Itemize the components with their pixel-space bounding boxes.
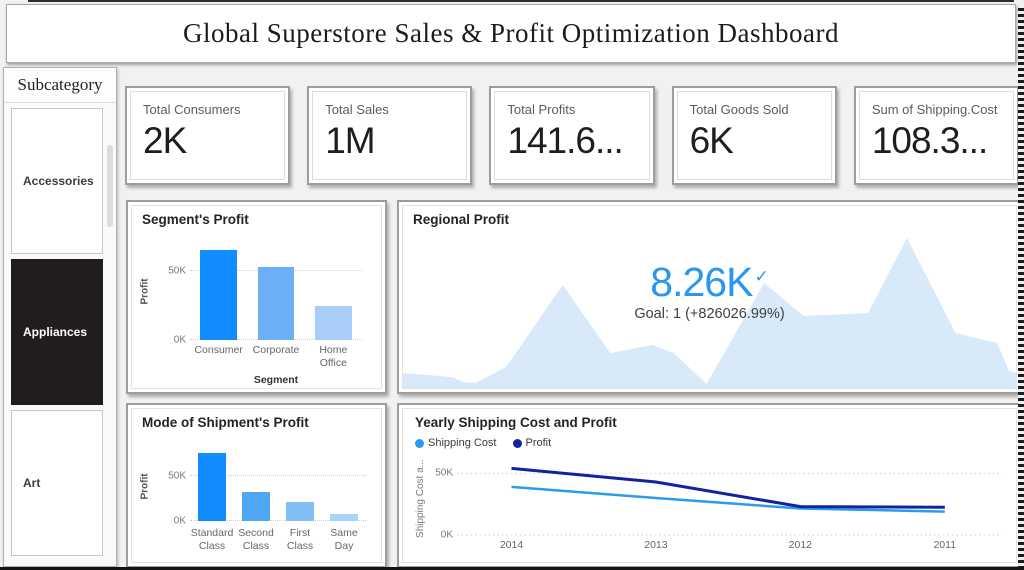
x-category-first-class: First Class	[286, 527, 314, 552]
x-tick-2011: 2011	[933, 539, 957, 551]
kpi-card-total-profits[interactable]: Total Profits 141.6...	[489, 86, 655, 185]
bar-column	[234, 449, 278, 521]
kpi-card-total-sales[interactable]: Total Sales 1M	[307, 86, 473, 185]
x-category-second-class: Second Class	[238, 527, 274, 552]
bar-column	[190, 244, 247, 340]
area-shape	[402, 238, 1017, 389]
bar-column	[322, 449, 366, 521]
chart-title: Regional Profit	[413, 212, 510, 227]
x-category-standard-class: Standard Class	[190, 527, 234, 552]
legend-label: Shipping Cost	[428, 437, 497, 449]
bar-column	[190, 449, 234, 521]
kpi-value: 108.3...	[871, 120, 988, 161]
kpi-goal-text: Goal: 1 (+826026.99%)	[634, 306, 785, 322]
x-category-labels: Standard Class Second Class First Class Sam…	[190, 527, 366, 552]
x-tick-2013: 2013	[644, 539, 668, 551]
y-tick-0k: 0K	[173, 515, 186, 527]
chart-title: Yearly Shipping Cost and Profit	[415, 415, 617, 430]
plot-area: 0K 50K	[168, 449, 366, 527]
line-profit[interactable]	[511, 466, 945, 509]
kpi-label: Sum of Shipping.Cost	[871, 102, 998, 117]
slicer-header: Subcategory	[4, 68, 116, 103]
regional-profit-kpi-card[interactable]: Regional Profit 8.26K ✓ Goal: 1 (+826026.…	[397, 200, 1022, 394]
line-plot-area[interactable]: 0K 50K 2014 2013 2012 2011	[435, 461, 1002, 551]
x-category-corporate: Corporate	[252, 344, 300, 356]
kpi-big-value: 8.26K	[650, 259, 753, 305]
x-tick-2014: 2014	[499, 539, 524, 551]
subcategory-slicer: Subcategory Accessories Appliances Art	[3, 67, 117, 567]
kpi-card-row: Total Consumers 2K Total Sales 1M Total …	[125, 86, 1020, 185]
line-series-svg	[457, 466, 1002, 536]
plot-area: 0K 50K	[168, 244, 362, 346]
bar-first-class[interactable]	[285, 502, 315, 521]
x-category-consumer: Consumer	[194, 344, 243, 356]
legend-item-profit[interactable]: Profit	[512, 437, 552, 449]
legend-item-shipping-cost[interactable]: Shipping Cost	[415, 437, 497, 449]
kpi-label: Total Goods Sold	[689, 102, 789, 117]
yearly-shipping-profit-chart-card: Yearly Shipping Cost and Profit Shipping…	[397, 403, 1022, 568]
y-axis-title: Shipping Cost a...	[414, 459, 426, 538]
bar-consumer[interactable]	[200, 249, 237, 340]
x-category-labels: Consumer Corporate Home Office	[190, 344, 362, 369]
gridline-0k	[190, 520, 366, 521]
chart-title: Segment's Profit	[142, 212, 249, 227]
bar-column	[278, 449, 322, 521]
kpi-label: Total Sales	[325, 102, 389, 117]
slicer-scrollbar[interactable]	[107, 145, 113, 227]
line-shipping-cost[interactable]	[511, 485, 945, 513]
kpi-label: Total Consumers	[143, 102, 241, 117]
kpi-card-shipping-cost[interactable]: Sum of Shipping.Cost 108.3...	[853, 86, 1020, 185]
slicer-list: Accessories Appliances Art	[4, 103, 116, 566]
kpi-value: 141.6...	[507, 120, 623, 161]
regional-kpi-indicator: 8.26K ✓ Goal: 1 (+826026.99%)	[399, 259, 1020, 323]
kpi-value: 6K	[689, 120, 734, 161]
y-axis-title: Profit	[139, 473, 151, 500]
y-tick-0k: 0K	[440, 529, 453, 541]
y-tick-50k: 50K	[168, 265, 186, 277]
y-tick-0k: 0K	[173, 334, 186, 346]
dashboard-title-card: Global Superstore Sales & Profit Optimiz…	[6, 4, 1016, 63]
kpi-value: 2K	[143, 120, 187, 161]
bar-standard-class[interactable]	[197, 452, 227, 521]
bar-second-class[interactable]	[241, 492, 271, 521]
legend-dot-icon	[415, 438, 424, 448]
bar-corporate[interactable]	[257, 267, 295, 340]
regional-profit-area-sparkline	[402, 238, 1017, 389]
x-category-home-office: Home Office	[319, 344, 348, 369]
sidebar-item-accessories[interactable]: Accessories	[11, 108, 103, 254]
goal-met-check-icon: ✓	[754, 267, 769, 286]
bar-column	[247, 244, 304, 340]
kpi-value: 1M	[325, 120, 375, 161]
segment-profit-chart-card: Segment's Profit Profit 0K 50K Consumer Co…	[126, 200, 387, 394]
bar-same-day[interactable]	[329, 513, 359, 521]
y-tick-50k: 50K	[168, 470, 186, 482]
legend-dot-icon	[512, 438, 522, 448]
screen-top-edge-artifact	[28, 0, 1014, 2]
legend-label: Profit	[525, 437, 552, 449]
screen-bottom-edge-artifact	[0, 567, 1024, 570]
y-tick-50k: 50K	[435, 467, 453, 479]
chart-title: Mode of Shipment's Profit	[142, 415, 309, 430]
sidebar-item-art[interactable]: Art	[11, 410, 103, 556]
gridline-50k	[190, 475, 366, 476]
screen-right-edge-artifact	[1018, 8, 1024, 570]
chart-legend: Shipping Cost Profit	[415, 437, 551, 449]
bar-column	[305, 244, 362, 340]
kpi-card-total-goods-sold[interactable]: Total Goods Sold 6K	[671, 86, 837, 185]
bar-columns	[190, 244, 362, 340]
kpi-label: Total Profits	[507, 102, 576, 117]
bar-home-office[interactable]	[314, 305, 352, 340]
page-title: Global Superstore Sales & Profit Optimiz…	[183, 18, 839, 48]
shipment-profit-chart-card: Mode of Shipment's Profit Profit 0K 50K S…	[126, 403, 387, 568]
y-axis-title: Profit	[139, 278, 151, 305]
x-category-same-day: Same Day	[330, 527, 358, 552]
sidebar-item-appliances[interactable]: Appliances	[11, 259, 103, 405]
x-axis-title: Segment	[253, 374, 299, 386]
x-tick-2012: 2012	[788, 539, 813, 551]
bar-columns	[190, 449, 366, 521]
kpi-card-total-consumers[interactable]: Total Consumers 2K	[125, 86, 291, 185]
